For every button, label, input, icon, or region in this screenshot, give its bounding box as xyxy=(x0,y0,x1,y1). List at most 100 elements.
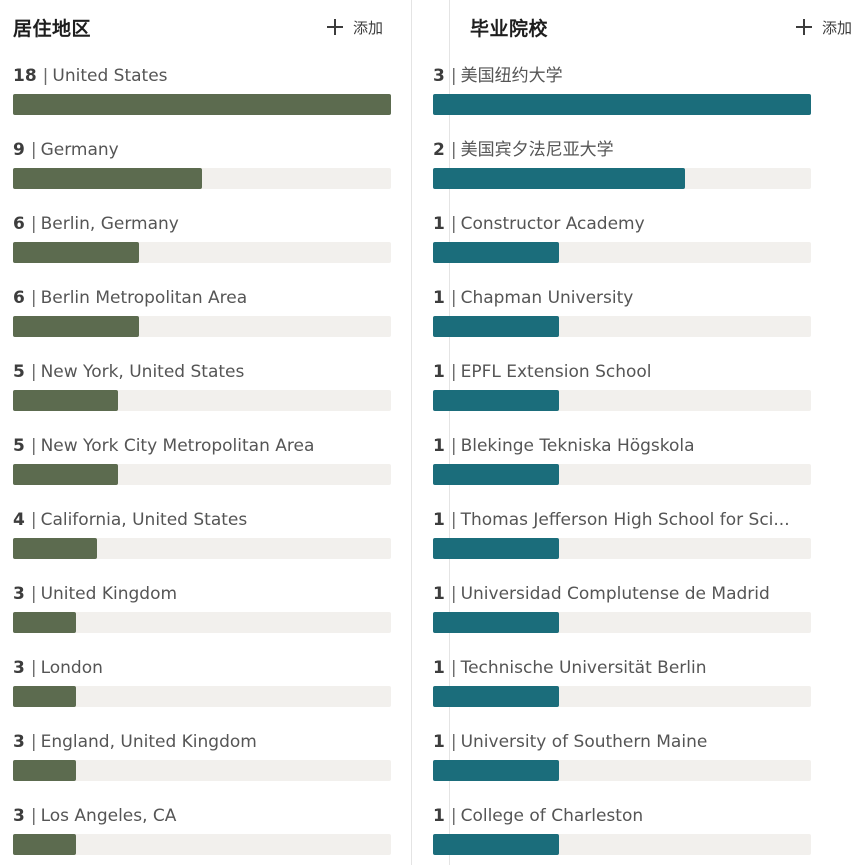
location-row-label[interactable]: 3 | England, United Kingdom xyxy=(13,730,391,754)
location-count: 4 xyxy=(13,510,25,530)
school-bar-fill xyxy=(433,538,559,559)
location-row[interactable]: 3 | Los Angeles, CA xyxy=(13,804,391,864)
location-bar-fill xyxy=(13,316,139,337)
location-bar-track[interactable] xyxy=(13,760,391,781)
location-row-label[interactable]: 4 | California, United States xyxy=(13,508,391,532)
separator: | xyxy=(30,510,37,530)
location-row-label[interactable]: 5 | New York City Metropolitan Area xyxy=(13,434,391,458)
separator: | xyxy=(450,66,457,86)
location-facet-panel: 居住地区 添加 18 | United States 9 | Germany 6 | Berli… xyxy=(0,0,412,865)
school-bar-track[interactable] xyxy=(433,316,811,337)
separator: | xyxy=(450,436,457,456)
location-row[interactable]: 3 | England, United Kingdom xyxy=(13,730,391,790)
school-row-label[interactable]: 1 | Universidad Complutense de Madrid xyxy=(433,582,811,606)
location-bar-track[interactable] xyxy=(13,390,391,411)
location-count: 18 xyxy=(13,66,37,86)
school-row-label[interactable]: 1 | University of Southern Maine xyxy=(433,730,811,754)
location-row-label[interactable]: 3 | Los Angeles, CA xyxy=(13,804,391,828)
school-row-label[interactable]: 1 | Technische Universität Berlin xyxy=(433,656,811,680)
location-bar-track[interactable] xyxy=(13,686,391,707)
school-bar-track[interactable] xyxy=(433,94,811,115)
location-count: 5 xyxy=(13,436,25,456)
location-bar-track[interactable] xyxy=(13,168,391,189)
school-row-label[interactable]: 1 | College of Charleston xyxy=(433,804,811,828)
school-bar-track[interactable] xyxy=(433,686,811,707)
school-row-label[interactable]: 1 | EPFL Extension School xyxy=(433,360,811,384)
school-bar-track[interactable] xyxy=(433,538,811,559)
school-row[interactable]: 1 | Chapman University xyxy=(433,286,811,346)
location-row-label[interactable]: 3 | United Kingdom xyxy=(13,582,391,606)
school-name: 美国纽约大学 xyxy=(460,66,563,86)
location-row[interactable]: 3 | London xyxy=(13,656,391,716)
location-bar-track[interactable] xyxy=(13,242,391,263)
school-row[interactable]: 1 | Thomas Jefferson High School for Sci..… xyxy=(433,508,811,568)
school-row[interactable]: 1 | College of Charleston xyxy=(433,804,811,864)
location-add-button[interactable]: 添加 xyxy=(326,17,383,38)
school-row[interactable]: 1 | EPFL Extension School xyxy=(433,360,811,420)
location-name: Los Angeles, CA xyxy=(40,806,177,826)
location-row[interactable]: 4 | California, United States xyxy=(13,508,391,568)
location-name: New York City Metropolitan Area xyxy=(40,436,315,456)
school-bar-track[interactable] xyxy=(433,390,811,411)
school-bar-fill xyxy=(433,612,559,633)
location-bar-track[interactable] xyxy=(13,94,391,115)
school-row-label[interactable]: 1 | Blekinge Tekniska Högskola xyxy=(433,434,811,458)
school-bar-fill xyxy=(433,760,559,781)
school-row-label[interactable]: 2 | 美国宾夕法尼亚大学 xyxy=(433,138,811,162)
school-count: 1 xyxy=(433,436,445,456)
school-row-label[interactable]: 1 | Thomas Jefferson High School for Sci..… xyxy=(433,508,811,532)
location-row[interactable]: 3 | United Kingdom xyxy=(13,582,391,642)
school-row[interactable]: 1 | Constructor Academy xyxy=(433,212,811,272)
location-name: United States xyxy=(52,66,168,86)
school-bar-track[interactable] xyxy=(433,242,811,263)
location-name: United Kingdom xyxy=(40,584,178,604)
location-row[interactable]: 18 | United States xyxy=(13,64,391,124)
location-row[interactable]: 5 | New York City Metropolitan Area xyxy=(13,434,391,494)
school-bar-fill xyxy=(433,686,559,707)
location-row-label[interactable]: 9 | Germany xyxy=(13,138,391,162)
location-row-label[interactable]: 6 | Berlin, Germany xyxy=(13,212,391,236)
separator: | xyxy=(450,806,457,826)
separator: | xyxy=(450,510,457,530)
school-row[interactable]: 3 | 美国纽约大学 xyxy=(433,64,811,124)
school-bar-track[interactable] xyxy=(433,168,811,189)
school-row-label[interactable]: 3 | 美国纽约大学 xyxy=(433,64,811,88)
location-row-label[interactable]: 6 | Berlin Metropolitan Area xyxy=(13,286,391,310)
separator: | xyxy=(30,732,37,752)
location-name: New York, United States xyxy=(40,362,245,382)
location-row[interactable]: 5 | New York, United States xyxy=(13,360,391,420)
location-bar-fill xyxy=(13,94,391,115)
location-row[interactable]: 6 | Berlin, Germany xyxy=(13,212,391,272)
school-row-label[interactable]: 1 | Chapman University xyxy=(433,286,811,310)
separator: | xyxy=(30,806,37,826)
location-row-label[interactable]: 3 | London xyxy=(13,656,391,680)
location-count: 6 xyxy=(13,288,25,308)
school-row-label[interactable]: 1 | Constructor Academy xyxy=(433,212,811,236)
school-add-button[interactable]: 添加 xyxy=(795,17,852,38)
location-row[interactable]: 9 | Germany xyxy=(13,138,391,198)
location-bar-track[interactable] xyxy=(13,538,391,559)
location-row-label[interactable]: 18 | United States xyxy=(13,64,391,88)
separator: | xyxy=(30,214,37,234)
location-row-label[interactable]: 5 | New York, United States xyxy=(13,360,391,384)
school-row[interactable]: 1 | University of Southern Maine xyxy=(433,730,811,790)
school-bar-track[interactable] xyxy=(433,612,811,633)
location-bar-track[interactable] xyxy=(13,612,391,633)
school-row[interactable]: 1 | Blekinge Tekniska Högskola xyxy=(433,434,811,494)
location-bar-track[interactable] xyxy=(13,464,391,485)
separator: | xyxy=(450,658,457,678)
school-bar-fill xyxy=(433,834,559,855)
separator: | xyxy=(30,362,37,382)
school-bar-track[interactable] xyxy=(433,760,811,781)
school-row[interactable]: 1 | Universidad Complutense de Madrid xyxy=(433,582,811,642)
school-row[interactable]: 1 | Technische Universität Berlin xyxy=(433,656,811,716)
location-row[interactable]: 6 | Berlin Metropolitan Area xyxy=(13,286,391,346)
school-bar-track[interactable] xyxy=(433,834,811,855)
location-bar-track[interactable] xyxy=(13,316,391,337)
school-row[interactable]: 2 | 美国宾夕法尼亚大学 xyxy=(433,138,811,198)
location-bar-fill xyxy=(13,242,139,263)
location-bar-track[interactable] xyxy=(13,834,391,855)
location-panel-title: 居住地区 xyxy=(13,17,92,40)
school-bar-track[interactable] xyxy=(433,464,811,485)
